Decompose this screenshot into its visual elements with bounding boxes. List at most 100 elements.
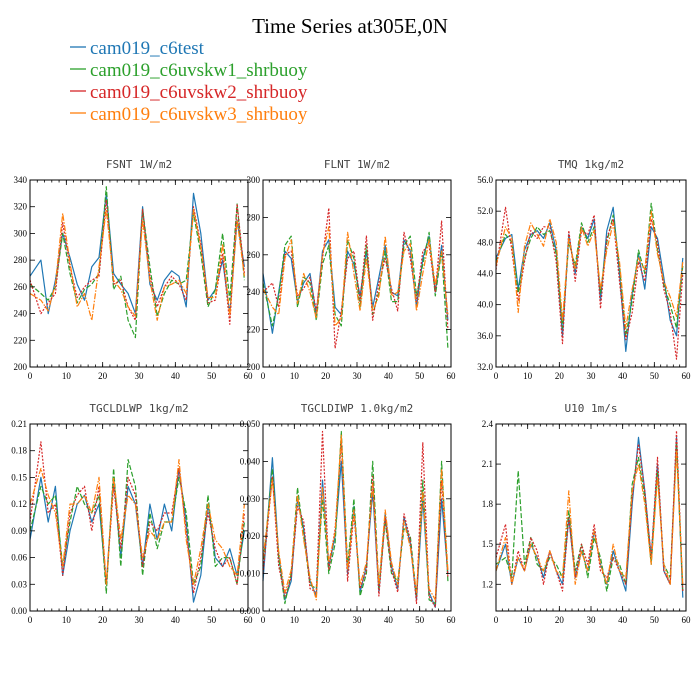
panel-title: FLNT 1W/m2: [324, 158, 390, 171]
y-tick-label: 2.1: [482, 459, 493, 469]
series-group: [262, 430, 449, 608]
x-tick-label: 30: [587, 615, 597, 625]
legend-label: cam019_c6uvskw1_shrbuoy: [90, 60, 308, 81]
legend-entry-c6uvskw2: cam019_c6uvskw2_shrbuoy: [70, 82, 308, 103]
x-tick-label: 30: [135, 371, 145, 381]
figure-title: Time Series at305E,0N: [252, 14, 448, 38]
x-tick-label: 0: [261, 371, 266, 381]
y-tick-label: 200: [14, 362, 28, 372]
y-tick-label: 0.21: [11, 419, 27, 429]
y-tick-label: 0.000: [240, 606, 261, 616]
y-tick-label: 1.5: [482, 539, 494, 549]
x-tick-label: 40: [171, 615, 181, 625]
y-tick-label: 0.030: [240, 494, 261, 504]
x-tick-label: 20: [321, 371, 331, 381]
panel-grid: FSNT 1W/m20 10 20 30 40 50 6020022024026028030…: [11, 158, 691, 625]
panel-2: FLNT 1W/m20 10 20 30 40 50 6020022024026028030…: [247, 158, 457, 381]
series-group: [495, 430, 684, 598]
legend-entry-c6uvskw1: cam019_c6uvskw1_shrbuoy: [70, 60, 308, 81]
y-tick-label: 280: [247, 212, 261, 222]
x-tick-label: 10: [523, 615, 533, 625]
x-tick-label: 50: [415, 371, 425, 381]
y-tick-label: 0.18: [11, 446, 27, 456]
x-tick-label: 20: [98, 371, 108, 381]
x-tick-label: 10: [62, 615, 72, 625]
series-group: [495, 202, 684, 360]
panel-title: U10 1m/s: [565, 402, 618, 415]
x-tick-label: 30: [353, 371, 363, 381]
x-tick-label: 10: [290, 615, 300, 625]
series-line-c6uvskw3: [495, 210, 684, 329]
x-tick-label: 30: [353, 615, 363, 625]
series-line-c6uvskw3: [495, 450, 684, 585]
series-line-c6uvskw3: [262, 434, 449, 601]
panel-3: TMQ 1kg/m2 0 10 20 30 40 50 60 32.0 36.0 40.0 44.0 4…: [477, 158, 691, 381]
y-tick-label: 240: [14, 309, 28, 319]
series-line-c6uvskw2: [495, 430, 684, 592]
legend-entry-c6test: cam019_c6test: [70, 38, 205, 59]
series-group: [29, 186, 245, 339]
y-tick-label: 0.09: [11, 526, 27, 536]
panel-title: TGCLDLWP 1kg/m2: [89, 402, 188, 415]
y-tick-label: 260: [247, 250, 261, 260]
series-line-c6uvskw2: [29, 199, 245, 325]
x-tick-label: 40: [618, 615, 628, 625]
y-tick-label: 340: [14, 175, 28, 185]
x-tick-label: 40: [171, 371, 181, 381]
panel-6: U10 1m/s 0 10 20 30 40 50 60 1.2 1.5 1.8 2.1 2.4: [482, 402, 691, 625]
y-tick-label: 0.050: [240, 419, 261, 429]
y-tick-label: 260: [14, 282, 28, 292]
series-line-c6uvskw2: [29, 441, 245, 594]
x-tick-label: 60: [447, 615, 457, 625]
panel-1: FSNT 1W/m2 0 10 20 30 40 50 60 200 220 240 260 280 30…: [14, 158, 254, 381]
x-tick-label: 50: [650, 615, 660, 625]
x-tick-label: 60: [682, 371, 692, 381]
series-line-c6uvskw1: [495, 202, 684, 337]
y-tick-label: 300: [247, 175, 261, 185]
panel-title: TMQ 1kg/m2: [558, 158, 624, 171]
series-group: [262, 207, 449, 349]
y-tick-label: 0.03: [11, 579, 27, 589]
x-tick-label: 20: [555, 615, 565, 625]
y-tick-label: 36.0: [477, 331, 493, 341]
y-tick-label: 52.0: [477, 206, 493, 216]
x-tick-label: 20: [555, 371, 565, 381]
x-tick-label: 0: [28, 615, 33, 625]
y-tick-label: 32.0: [477, 362, 493, 372]
y-tick-label: 56.0: [477, 175, 493, 185]
series-line-c6uvskw3: [29, 459, 245, 585]
x-tick-label: 0: [28, 371, 33, 381]
y-tick-label: 280: [14, 255, 28, 265]
y-tick-label: 220: [14, 335, 28, 345]
x-tick-label: 60: [244, 615, 254, 625]
x-tick-label: 0: [261, 615, 266, 625]
x-tick-label: 10: [62, 371, 72, 381]
x-tick-label: 0: [494, 615, 499, 625]
y-tick-label: 2.4: [482, 419, 494, 429]
x-tick-label: 60: [682, 615, 692, 625]
x-tick-label: 60: [244, 371, 254, 381]
y-tick-label: 0.020: [240, 531, 261, 541]
y-tick-label: 220: [247, 325, 261, 335]
x-tick-label: 40: [618, 371, 628, 381]
y-tick-label: 300: [14, 228, 28, 238]
x-tick-label: 60: [447, 371, 457, 381]
x-tick-label: 10: [523, 371, 533, 381]
y-tick-label: 1.2: [482, 579, 493, 589]
x-tick-label: 10: [290, 371, 300, 381]
x-tick-label: 0: [494, 371, 499, 381]
y-tick-label: 0.12: [11, 499, 27, 509]
y-tick-label: 44.0: [477, 269, 493, 279]
panel-5: TGCLDIWP 1.0kg/m20 10 20 30 40 50 600.0000.010…: [240, 402, 456, 625]
x-tick-label: 50: [207, 615, 217, 625]
y-tick-label: 0.06: [11, 553, 27, 563]
x-tick-label: 20: [321, 615, 331, 625]
legend-label: cam019_c6uvskw3_shrbuoy: [90, 104, 308, 125]
y-tick-label: 48.0: [477, 237, 493, 247]
x-tick-label: 50: [207, 371, 217, 381]
legend-entry-c6uvskw3: cam019_c6uvskw3_shrbuoy: [70, 104, 308, 125]
series-line-c6uvskw3: [29, 208, 245, 321]
y-tick-label: 0.010: [240, 569, 261, 579]
y-tick-label: 240: [247, 287, 261, 297]
